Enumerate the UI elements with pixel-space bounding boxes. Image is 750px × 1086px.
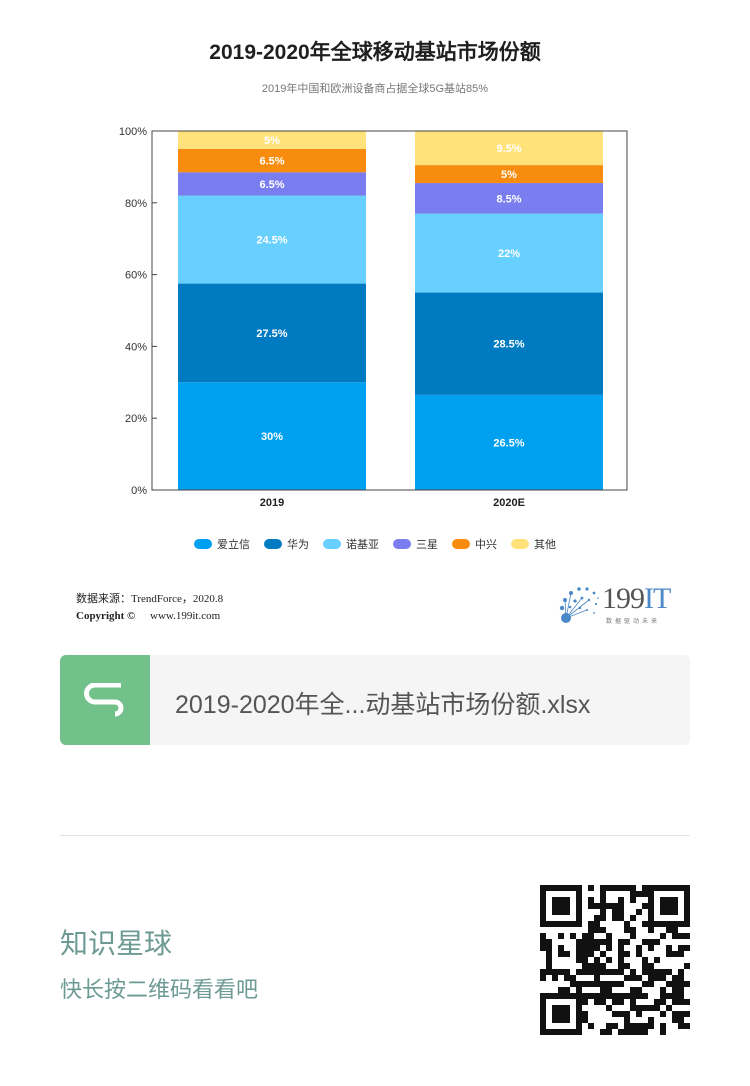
bar-label-2020E-1: 28.5% <box>493 339 524 351</box>
bar-segment-2020E-5 <box>415 131 603 166</box>
dandelion-logo-icon <box>559 587 599 623</box>
file-attachment-card[interactable]: 2019-2020年全...动基站市场份额.xlsx <box>60 655 690 745</box>
bar-label-2019-3: 6.5% <box>259 179 284 191</box>
bar-label-2020E-3: 8.5% <box>496 193 521 205</box>
legend-label: 其他 <box>534 539 556 551</box>
legend-item-1: 华为 <box>264 536 309 552</box>
legend-swatch <box>511 539 529 549</box>
legend-item-4: 中兴 <box>452 536 497 552</box>
bar-label-2020E-4: 5% <box>501 169 517 181</box>
copyright-url[interactable]: www.199it.com <box>150 610 221 622</box>
legend-item-2: 诺基亚 <box>323 536 379 552</box>
chart-subtitle: 2019年中国和欧洲设备商占据全球5G基站85% <box>261 83 489 95</box>
axis-layer: 2019 2020E 0% 20% 40% 60% 80% 100% <box>119 126 628 509</box>
legend-label: 诺基亚 <box>346 539 379 551</box>
logo-tagline: 数据驱动未来 <box>606 619 661 625</box>
legend-item-5: 其他 <box>511 536 556 552</box>
legend-swatch <box>323 539 341 549</box>
bar-segment-2019-3 <box>178 172 366 196</box>
bar-segment-2020E-4 <box>415 165 603 184</box>
spreadsheet-s-icon <box>60 655 150 745</box>
legend-label: 华为 <box>287 539 309 551</box>
data-source: 数据来源：TrendForce，2020.8 <box>76 593 224 605</box>
bar-label-2019-4: 6.5% <box>259 156 284 168</box>
qr-code-icon[interactable] <box>540 885 690 1035</box>
x-tick-label-0: 2019 <box>260 497 284 509</box>
bar-segment-2019-4 <box>178 148 366 173</box>
bar-label-2019-0: 30% <box>261 431 283 443</box>
section-divider <box>60 835 690 836</box>
bar-label-2020E-2: 22% <box>498 248 520 260</box>
planet-title: 知识星球 <box>60 928 173 959</box>
bars-layer: 30% 27.5% 24.5% 6.5% 6.5% 5% 26.5% 28.5% 22% 8.5%… <box>178 131 603 490</box>
y-tick-label-2: 40% <box>125 341 147 353</box>
bar-segment-2020E-2 <box>415 213 603 293</box>
bar-segment-2020E-1 <box>415 292 603 395</box>
y-tick-label-0: 0% <box>131 485 147 497</box>
chart-title: 2019-2020年全球移动基站市场份额 <box>209 41 541 64</box>
legend-swatch <box>264 539 282 549</box>
legend-label: 爱立信 <box>217 539 250 551</box>
legend-swatch <box>194 539 212 549</box>
logo-number: 199 <box>602 582 645 615</box>
bar-segment-2019-2 <box>178 195 366 284</box>
brand-logo: 199IT 数据驱动未来 <box>556 582 696 628</box>
y-tick-label-5: 100% <box>119 126 147 138</box>
legend-label: 三星 <box>416 539 438 551</box>
x-tick-label-1: 2020E <box>493 497 525 509</box>
bar-label-2020E-0: 26.5% <box>493 437 524 449</box>
bar-label-2020E-5: 9.5% <box>496 143 521 155</box>
bar-label-2019-2: 24.5% <box>256 235 287 247</box>
legend-swatch <box>452 539 470 549</box>
y-tick-label-1: 20% <box>125 413 147 425</box>
logo-it: IT <box>644 582 671 615</box>
copyright-line: Copyright © www.199it.com <box>76 610 220 622</box>
legend-item-0: 爱立信 <box>194 536 250 552</box>
planet-subtitle: 快长按二维码看看吧 <box>60 977 259 1002</box>
chart-legend: 爱立信 华为 诺基亚 三星 中兴 其他 <box>0 536 750 552</box>
copyright-label: Copyright © <box>76 610 136 622</box>
bar-label-2019-5: 5% <box>264 135 280 147</box>
bar-segment-2019-1 <box>178 283 366 383</box>
bar-label-2019-1: 27.5% <box>256 328 287 340</box>
file-name: 2019-2020年全...动基站市场份额.xlsx <box>175 691 591 719</box>
y-tick-label-3: 60% <box>125 270 147 282</box>
legend-label: 中兴 <box>475 539 497 551</box>
bar-segment-2019-5 <box>178 131 366 149</box>
bar-segment-2019-0 <box>178 382 366 490</box>
bar-segment-2020E-3 <box>415 183 603 214</box>
legend-swatch <box>393 539 411 549</box>
stacked-bar-chart: 30% 27.5% 24.5% 6.5% 6.5% 5% 26.5% 28.5% 22% 8.5%… <box>119 126 628 509</box>
legend-item-3: 三星 <box>393 536 438 552</box>
plot-frame <box>151 130 628 491</box>
y-tick-label-4: 80% <box>125 198 147 210</box>
bar-segment-2020E-0 <box>415 394 603 490</box>
logo-wordmark: 199IT <box>602 582 671 616</box>
